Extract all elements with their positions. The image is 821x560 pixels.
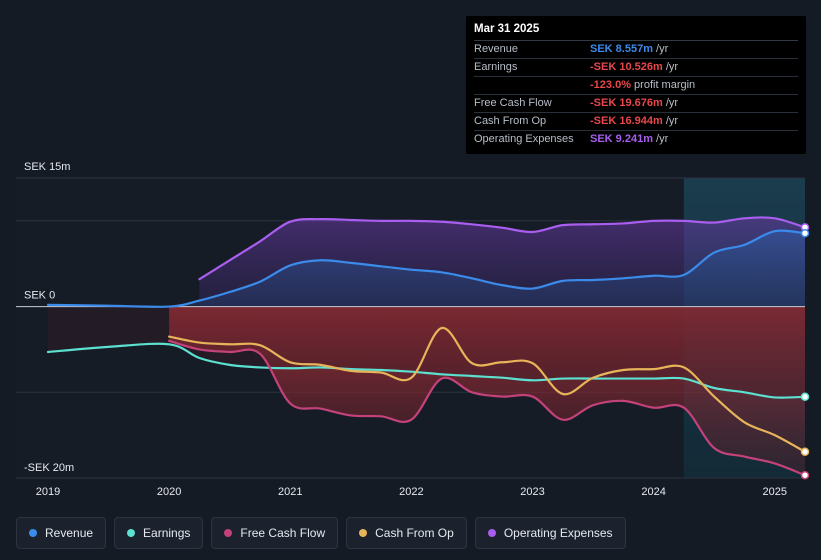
legend-dot-icon bbox=[29, 529, 37, 537]
legend-dot-icon bbox=[127, 529, 136, 537]
tooltip-value: SEK 9.241m /yr bbox=[590, 133, 669, 145]
legend-item-operating-expenses[interactable]: Operating Expenses bbox=[474, 517, 626, 549]
tooltip-label: Operating Expenses bbox=[474, 133, 574, 145]
series-line-earnings bbox=[46, 342, 807, 399]
tooltip-label: Free Cash Flow bbox=[474, 97, 552, 109]
tooltip-row: Revenue SEK 8.557m /yr bbox=[474, 41, 798, 59]
tooltip-label: Earnings bbox=[474, 61, 518, 73]
legend-dot-icon bbox=[224, 529, 233, 537]
y-tick-label: SEK 0 bbox=[24, 290, 55, 302]
series-line-free-cash-flow bbox=[168, 339, 807, 477]
legend-item-revenue[interactable]: Revenue bbox=[16, 517, 107, 549]
tooltip-label: Revenue bbox=[474, 43, 519, 55]
legend-label: Revenue bbox=[45, 526, 94, 540]
legend: Revenue Earnings Free Cash Flow Cash From O… bbox=[16, 517, 626, 549]
series-end-point bbox=[800, 228, 810, 238]
x-tick-label: 2024 bbox=[641, 486, 665, 498]
series-end-point bbox=[800, 447, 810, 457]
tooltip-row: Operating Expenses SEK 9.241m /yr bbox=[474, 131, 798, 148]
tooltip-row: -123.0% profit margin bbox=[474, 77, 798, 95]
x-tick-label: 2019 bbox=[36, 486, 60, 498]
series-end-point bbox=[800, 392, 810, 402]
x-tick-label: 2021 bbox=[278, 486, 302, 498]
legend-label: Cash From Op bbox=[375, 526, 454, 540]
legend-dot-icon bbox=[359, 529, 368, 537]
legend-label: Operating Expenses bbox=[503, 526, 613, 540]
tooltip-value: -SEK 16.944m /yr bbox=[590, 115, 679, 127]
series-end-point bbox=[800, 470, 810, 480]
legend-label: Earnings bbox=[143, 526, 191, 540]
tooltip-value: -SEK 10.526m /yr bbox=[590, 61, 679, 73]
tooltip-label: Cash From Op bbox=[474, 115, 547, 127]
y-tick-label: SEK 15m bbox=[24, 161, 70, 173]
tooltip-label bbox=[474, 77, 590, 94]
tooltip-value: SEK 8.557m /yr bbox=[590, 43, 669, 55]
x-tick-label: 2022 bbox=[399, 486, 423, 498]
legend-dot-icon bbox=[487, 529, 496, 537]
tooltip-value: -SEK 19.676m /yr bbox=[590, 97, 679, 109]
tooltip-row: Cash From Op -SEK 16.944m /yr bbox=[474, 113, 798, 131]
legend-label: Free Cash Flow bbox=[240, 526, 326, 540]
x-tick-label: 2020 bbox=[157, 486, 181, 498]
x-tick-label: 2023 bbox=[520, 486, 544, 498]
series-line-revenue bbox=[46, 229, 807, 308]
legend-item-earnings[interactable]: Earnings bbox=[114, 517, 204, 549]
series-line-cash-from-op bbox=[168, 326, 807, 453]
series-line-operating-expenses bbox=[198, 216, 807, 281]
tooltip-value: -123.0% profit margin bbox=[590, 79, 696, 91]
x-tick-label: 2025 bbox=[762, 486, 786, 498]
tooltip-date: Mar 31 2025 bbox=[474, 23, 798, 41]
tooltip-row: Earnings -SEK 10.526m /yr bbox=[474, 59, 798, 77]
revenue-area bbox=[48, 230, 805, 307]
fcf-area bbox=[169, 306, 805, 476]
legend-item-cash-from-op[interactable]: Cash From Op bbox=[346, 517, 467, 549]
data-tooltip: Mar 31 2025 Revenue SEK 8.557m /yr Earning… bbox=[466, 16, 806, 154]
tooltip-row: Free Cash Flow -SEK 19.676m /yr bbox=[474, 95, 798, 113]
y-tick-label: -SEK 20m bbox=[24, 462, 74, 474]
legend-item-free-cash-flow[interactable]: Free Cash Flow bbox=[211, 517, 339, 549]
